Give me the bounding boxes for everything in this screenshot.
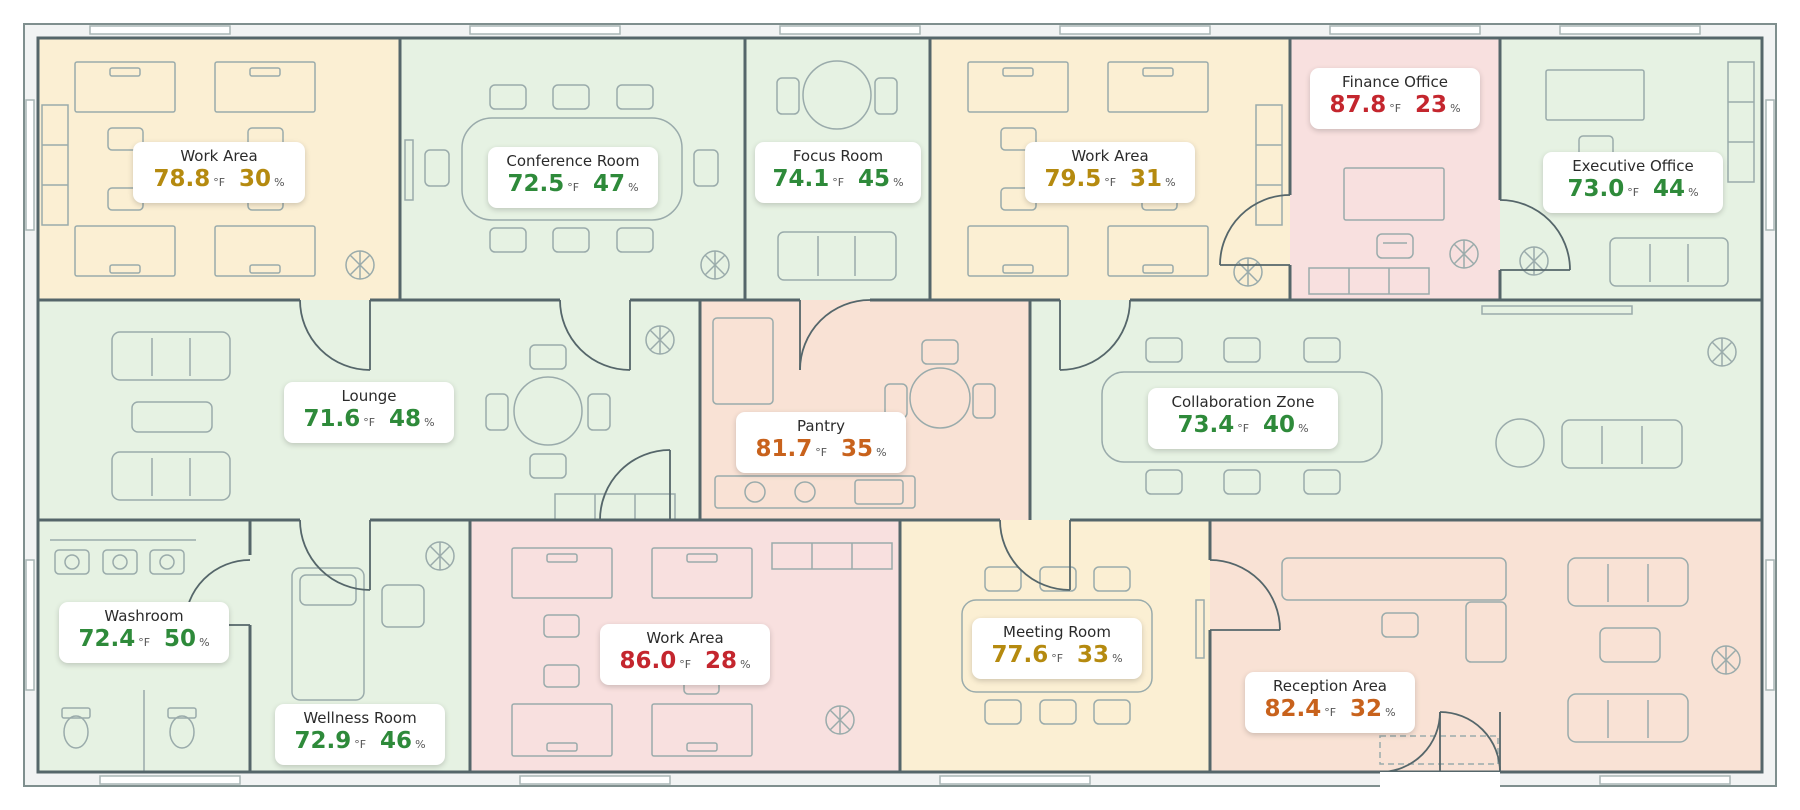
- temperature-value: 73.0: [1567, 176, 1625, 202]
- temperature-value: 72.5: [507, 171, 565, 197]
- room-card-work-area-2[interactable]: Work Area 79.5 °F 31%: [1025, 142, 1195, 203]
- humidity-unit: %: [740, 658, 751, 671]
- humidity-unit: %: [628, 181, 639, 194]
- room-name: Work Area: [1071, 147, 1149, 165]
- humidity-value: 48: [389, 406, 422, 432]
- temperature-unit: °F: [138, 636, 151, 649]
- windows: [25, 25, 1775, 785]
- temperature-value: 79.5: [1044, 166, 1102, 192]
- room-card-collaboration-zone[interactable]: Collaboration Zone 73.4 °F 40%: [1148, 388, 1338, 449]
- temperature-value: 72.4: [78, 626, 136, 652]
- humidity-unit: %: [1298, 422, 1309, 435]
- room-name: Work Area: [180, 147, 258, 165]
- room-name: Finance Office: [1342, 73, 1448, 91]
- room-name: Focus Room: [792, 147, 884, 165]
- temperature-unit: °F: [1389, 102, 1402, 115]
- room-card-pantry[interactable]: Pantry 81.7 °F 35%: [736, 412, 906, 473]
- room-card-lounge[interactable]: Lounge 71.6 °F 48%: [284, 382, 454, 443]
- interior-walls: [36, 36, 1764, 774]
- room-name: Lounge: [341, 387, 397, 405]
- temperature-unit: °F: [1051, 652, 1064, 665]
- temperature-unit: °F: [363, 416, 376, 429]
- temperature-value: 82.4: [1264, 696, 1322, 722]
- room-card-focus-room[interactable]: Focus Room 74.1 °F 45%: [755, 142, 921, 203]
- room-card-work-area-1[interactable]: Work Area 78.8 °F 30%: [133, 142, 305, 203]
- humidity-value: 30: [239, 166, 272, 192]
- humidity-value: 33: [1077, 642, 1110, 668]
- temperature-unit: °F: [213, 176, 226, 189]
- humidity-value: 50: [164, 626, 197, 652]
- temperature-value: 74.1: [772, 166, 830, 192]
- room-card-washroom[interactable]: Washroom 72.4 °F 50%: [59, 602, 229, 663]
- room-card-executive-office[interactable]: Executive Office 73.0 °F 44%: [1543, 152, 1723, 213]
- room-card-meeting-room[interactable]: Meeting Room 77.6 °F 33%: [972, 618, 1142, 679]
- humidity-unit: %: [893, 176, 904, 189]
- room-name: Pantry: [797, 417, 845, 435]
- room-card-finance-office[interactable]: Finance Office 87.8 °F 23%: [1310, 68, 1480, 129]
- room-card-reception-area[interactable]: Reception Area 82.4 °F 32%: [1245, 672, 1415, 733]
- room-name: Washroom: [104, 607, 184, 625]
- temperature-unit: °F: [832, 176, 845, 189]
- room-name: Reception Area: [1273, 677, 1387, 695]
- humidity-unit: %: [1688, 186, 1699, 199]
- temperature-unit: °F: [354, 738, 367, 751]
- room-card-wellness-room[interactable]: Wellness Room 72.9 °F 46%: [275, 704, 445, 765]
- humidity-value: 32: [1350, 696, 1383, 722]
- room-name: Collaboration Zone: [1171, 393, 1315, 411]
- humidity-unit: %: [1165, 176, 1176, 189]
- temperature-value: 78.8: [153, 166, 211, 192]
- temperature-value: 73.4: [1177, 412, 1235, 438]
- humidity-value: 35: [841, 436, 874, 462]
- room-fill-pantry: [700, 300, 1030, 520]
- temperature-value: 87.8: [1329, 92, 1387, 118]
- temperature-unit: °F: [567, 181, 580, 194]
- room-name: Conference Room: [506, 152, 640, 170]
- humidity-value: 45: [858, 166, 891, 192]
- room-fill-collaboration-zone: [1030, 300, 1762, 520]
- entrance-opening: [1380, 772, 1500, 788]
- room-name: Work Area: [646, 629, 724, 647]
- humidity-value: 46: [380, 728, 413, 754]
- humidity-unit: %: [415, 738, 426, 751]
- humidity-value: 44: [1653, 176, 1686, 202]
- room-name: Executive Office: [1572, 157, 1694, 175]
- temperature-value: 81.7: [755, 436, 813, 462]
- temperature-value: 71.6: [303, 406, 361, 432]
- temperature-unit: °F: [1324, 706, 1337, 719]
- room-name: Wellness Room: [303, 709, 417, 727]
- room-card-conference-room[interactable]: Conference Room 72.5 °F 47%: [488, 147, 658, 208]
- humidity-unit: %: [1385, 706, 1396, 719]
- room-name: Meeting Room: [1003, 623, 1111, 641]
- humidity-value: 31: [1130, 166, 1163, 192]
- doors: [184, 194, 1571, 773]
- temperature-unit: °F: [815, 446, 828, 459]
- room-card-work-area-3[interactable]: Work Area 86.0 °F 28%: [600, 624, 770, 685]
- temperature-unit: °F: [1237, 422, 1250, 435]
- humidity-unit: %: [424, 416, 435, 429]
- temperature-unit: °F: [1104, 176, 1117, 189]
- temperature-unit: °F: [679, 658, 692, 671]
- temperature-value: 77.6: [991, 642, 1049, 668]
- humidity-unit: %: [876, 446, 887, 459]
- temperature-value: 86.0: [619, 648, 677, 674]
- humidity-unit: %: [199, 636, 210, 649]
- humidity-unit: %: [1112, 652, 1123, 665]
- humidity-value: 47: [593, 171, 626, 197]
- humidity-unit: %: [274, 176, 285, 189]
- temperature-unit: °F: [1627, 186, 1640, 199]
- humidity-unit: %: [1450, 102, 1461, 115]
- humidity-value: 40: [1263, 412, 1296, 438]
- humidity-value: 23: [1415, 92, 1448, 118]
- temperature-value: 72.9: [294, 728, 352, 754]
- humidity-value: 28: [705, 648, 738, 674]
